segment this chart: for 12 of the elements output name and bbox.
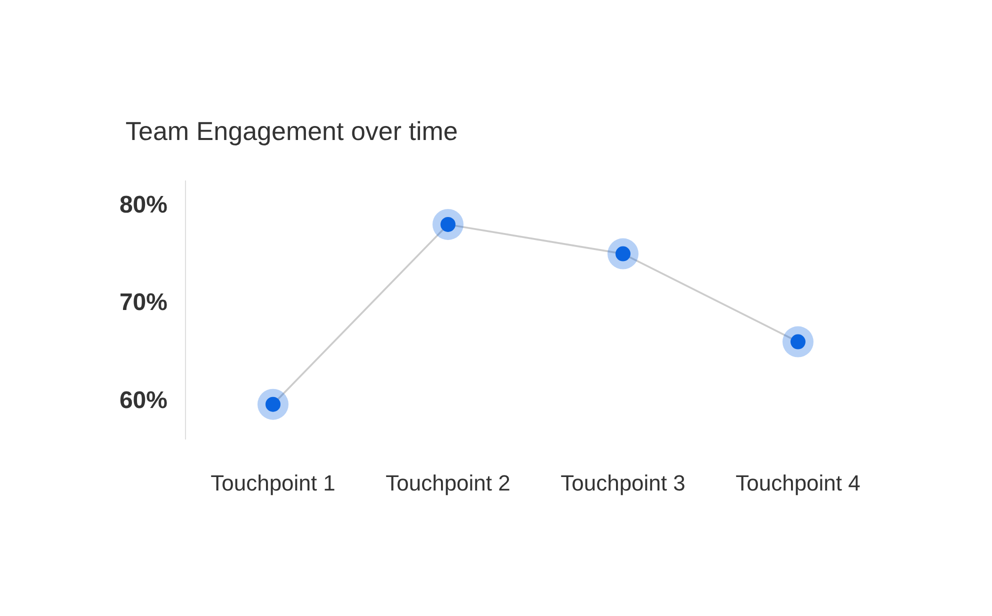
point [782,326,814,358]
point [432,209,464,240]
chart-title: Team Engagement over time [126,116,458,146]
y-tick-label: 70% [119,289,168,316]
x-tick-label: Touchpoint 3 [560,470,686,496]
x-tick-label: Touchpoint 1 [210,470,336,496]
point [258,388,288,420]
point [608,238,638,270]
y-tick-label: 80% [119,191,168,218]
y-tick-label: 60% [119,386,168,414]
x-tick-label: Touchpoint 2 [386,470,510,496]
x-tick-label: Touchpoint 4 [736,470,860,496]
